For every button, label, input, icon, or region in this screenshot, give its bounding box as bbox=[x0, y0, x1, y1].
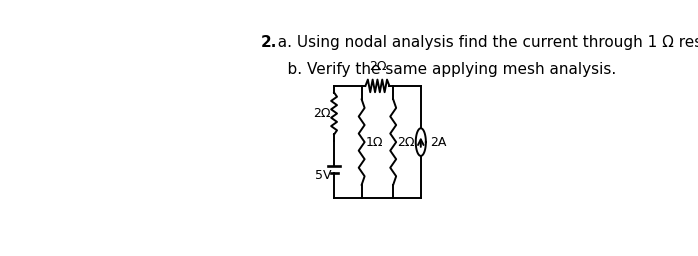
Text: a. Using nodal analysis find the current through 1 Ω resistor.: a. Using nodal analysis find the current… bbox=[268, 35, 698, 50]
Text: 2Ω: 2Ω bbox=[369, 60, 386, 73]
Text: 2Ω: 2Ω bbox=[313, 107, 331, 120]
Text: b. Verify the same applying mesh analysis.: b. Verify the same applying mesh analysi… bbox=[268, 62, 616, 77]
Text: 5V: 5V bbox=[315, 169, 331, 182]
Text: 2Ω: 2Ω bbox=[396, 136, 414, 148]
Text: 2.: 2. bbox=[261, 35, 278, 50]
Text: 1Ω: 1Ω bbox=[365, 136, 383, 148]
Text: 2A: 2A bbox=[430, 136, 446, 148]
